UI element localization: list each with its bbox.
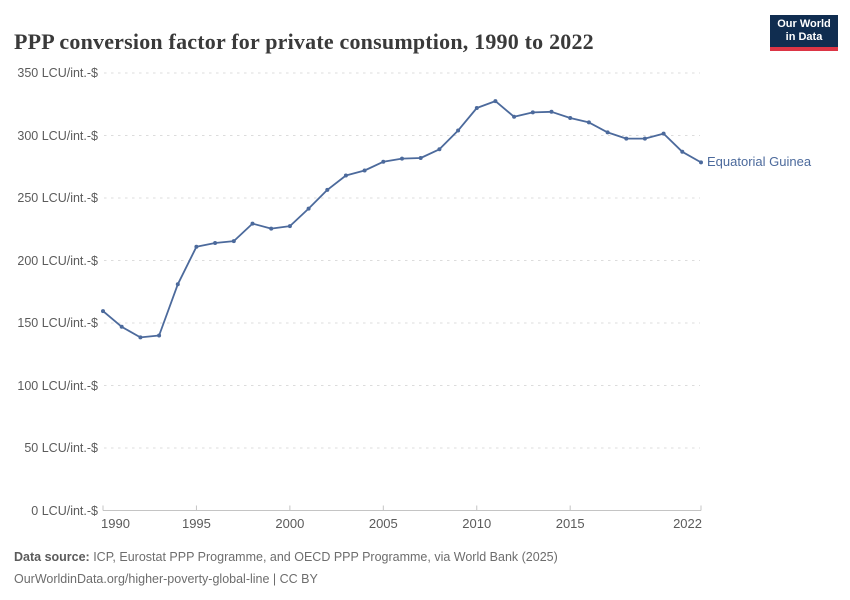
data-point-2010	[474, 106, 479, 110]
data-point-1997	[231, 239, 236, 244]
y-tick-label-0: 0 LCU/int.-$	[31, 503, 98, 518]
data-point-2005	[381, 159, 386, 164]
data-point-2016	[586, 120, 591, 125]
data-source-label: Data source:	[14, 550, 90, 564]
x-tick-label-2022: 2022	[673, 516, 702, 531]
citation-line[interactable]: OurWorldinData.org/higher-poverty-global…	[14, 571, 318, 586]
data-point-2021	[680, 149, 685, 154]
data-point-2011	[493, 99, 498, 104]
owid-logo-line2: in Data	[785, 31, 823, 43]
data-point-2018	[624, 136, 629, 141]
x-tick-label-2010: 2010	[462, 516, 492, 531]
chart-canvas[interactable]	[0, 0, 850, 545]
page-title: PPP conversion factor for private consum…	[14, 28, 594, 54]
data-point-1999	[269, 226, 274, 231]
x-tick-label-2005: 2005	[368, 516, 398, 531]
owid-logo-line1: Our World	[777, 18, 831, 30]
y-tick-label-350: 350 LCU/int.-$	[17, 66, 98, 80]
data-source-text: ICP, Eurostat PPP Programme, and OECD PP…	[89, 550, 558, 564]
data-point-2002	[325, 187, 330, 192]
data-source-line: Data source: ICP, Eurostat PPP Programme…	[14, 547, 558, 569]
data-point-1995	[194, 244, 199, 249]
data-point-1998	[250, 221, 255, 226]
owid-logo: Our World in Data	[770, 15, 838, 51]
series-entity-label[interactable]: Equatorial Guinea	[707, 154, 812, 170]
y-tick-label-200: 200 LCU/int.-$	[17, 253, 98, 268]
x-tick-label-1995: 1995	[181, 516, 211, 531]
data-point-2007	[418, 156, 423, 160]
y-tick-label-250: 250 LCU/int.-$	[17, 191, 98, 205]
data-point-1991	[119, 324, 124, 329]
y-tick-label-150: 150 LCU/int.-$	[17, 316, 98, 330]
series-line	[102, 100, 702, 339]
data-point-2015	[568, 116, 573, 120]
chart-footer: Data source: ICP, Eurostat PPP Programme…	[14, 547, 558, 590]
data-point-2006	[400, 156, 404, 161]
y-tick-label-100: 100 LCU/int.-$	[17, 378, 98, 393]
data-point-2003	[343, 173, 348, 178]
data-point-2001	[306, 206, 311, 211]
y-tick-label-300: 300 LCU/int.-$	[17, 128, 98, 143]
data-point-2014	[549, 109, 554, 114]
x-tick-label-1990: 1990	[101, 516, 130, 531]
data-point-2020	[661, 131, 666, 136]
data-point-2019	[642, 136, 647, 141]
data-point-1996	[213, 241, 218, 245]
data-point-2017	[605, 130, 610, 135]
data-point-1990	[101, 309, 105, 314]
x-tick-label-2015: 2015	[555, 516, 585, 531]
data-point-2013	[530, 110, 535, 115]
data-point-2000	[287, 224, 292, 229]
data-point-1994	[175, 282, 180, 287]
x-tick-label-2000: 2000	[275, 516, 305, 531]
data-point-2004	[362, 168, 367, 173]
data-point-1992	[138, 335, 143, 340]
data-point-2012	[512, 114, 517, 119]
data-point-2008	[437, 147, 442, 152]
data-point-2009	[456, 128, 461, 133]
data-point-2022	[699, 160, 703, 165]
data-point-1993	[157, 333, 162, 338]
y-tick-label-50: 50 LCU/int.-$	[24, 441, 98, 455]
